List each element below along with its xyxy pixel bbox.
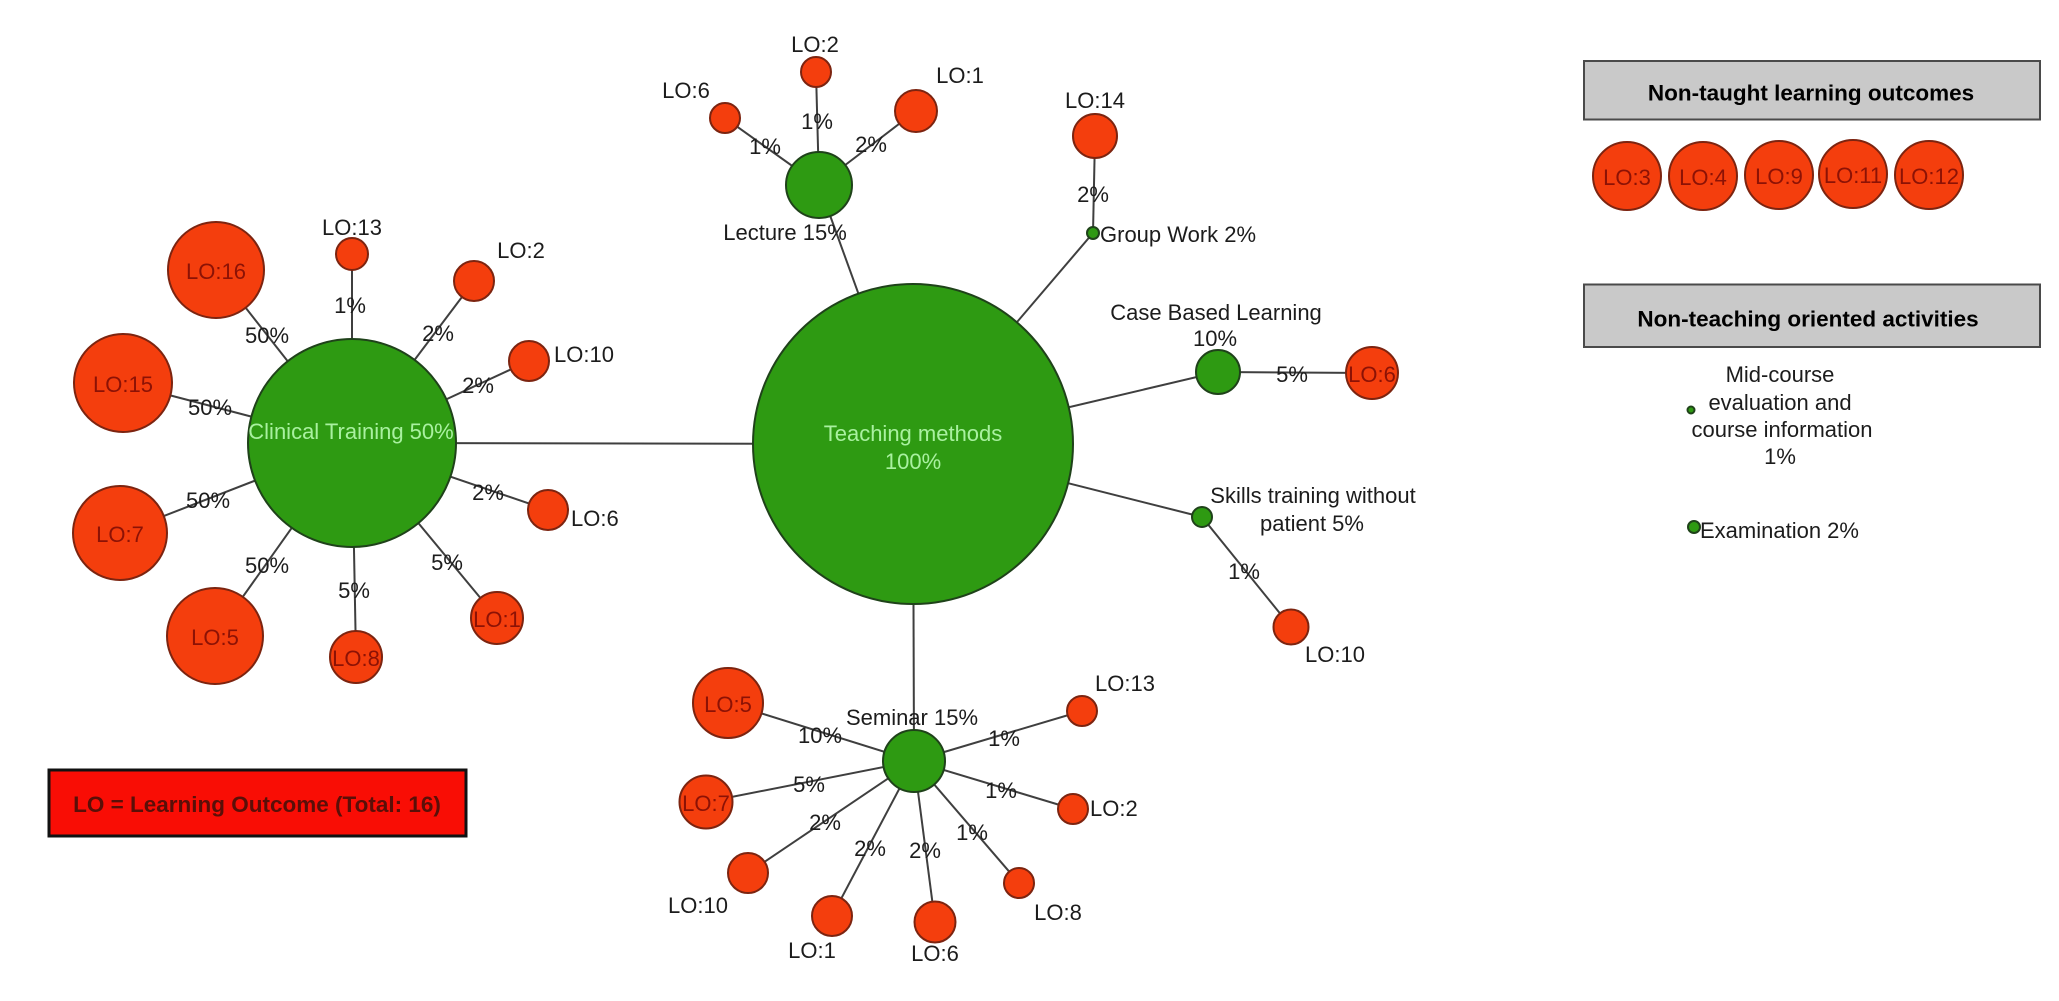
svg-text:5%: 5% (338, 578, 370, 603)
svg-text:LO:13: LO:13 (1095, 671, 1155, 696)
svg-text:1%: 1% (1228, 559, 1260, 584)
svg-text:5%: 5% (431, 550, 463, 575)
svg-text:evaluation and: evaluation and (1708, 390, 1851, 415)
svg-text:LO:5: LO:5 (704, 692, 752, 717)
svg-text:Group Work 2%: Group Work 2% (1100, 222, 1256, 247)
svg-text:LO:14: LO:14 (1065, 88, 1125, 113)
svg-text:LO:11: LO:11 (1824, 163, 1882, 188)
svg-text:LO:1: LO:1 (936, 63, 984, 88)
svg-text:LO:6: LO:6 (662, 78, 710, 103)
svg-text:2%: 2% (462, 373, 494, 398)
svg-text:1%: 1% (956, 820, 988, 845)
svg-text:50%: 50% (186, 488, 230, 513)
svg-text:LO:1: LO:1 (788, 938, 836, 963)
svg-text:Seminar 15%: Seminar 15% (846, 705, 978, 730)
svg-text:2%: 2% (422, 321, 454, 346)
svg-text:Examination 2%: Examination 2% (1700, 518, 1859, 543)
svg-text:LO:2: LO:2 (1090, 796, 1138, 821)
svg-text:course information: course information (1692, 417, 1873, 442)
svg-text:LO:7: LO:7 (682, 791, 730, 816)
svg-text:Non-taught learning outcomes: Non-taught learning outcomes (1648, 81, 1974, 106)
svg-text:50%: 50% (245, 553, 289, 578)
svg-text:50%: 50% (245, 323, 289, 348)
svg-text:LO:2: LO:2 (791, 32, 839, 57)
svg-text:LO:7: LO:7 (96, 522, 144, 547)
svg-text:LO:15: LO:15 (93, 372, 153, 397)
svg-text:Case Based Learning: Case Based Learning (1110, 300, 1322, 325)
svg-text:LO:10: LO:10 (1305, 642, 1365, 667)
svg-text:LO:13: LO:13 (322, 215, 382, 240)
svg-text:100%: 100% (885, 449, 941, 474)
svg-text:LO:9: LO:9 (1755, 164, 1803, 189)
svg-text:Lecture 15%: Lecture 15% (723, 220, 847, 245)
svg-text:Mid-course: Mid-course (1726, 362, 1835, 387)
svg-text:1%: 1% (749, 134, 781, 159)
svg-text:LO:6: LO:6 (911, 941, 959, 966)
svg-text:LO:3: LO:3 (1603, 165, 1651, 190)
svg-text:LO:1: LO:1 (473, 607, 521, 632)
svg-text:2%: 2% (854, 836, 886, 861)
svg-text:2%: 2% (809, 810, 841, 835)
svg-text:Teaching methods: Teaching methods (824, 421, 1003, 446)
svg-text:Non-teaching oriented activiti: Non-teaching oriented activities (1637, 307, 1978, 332)
svg-text:2%: 2% (855, 132, 887, 157)
svg-text:LO:2: LO:2 (497, 238, 545, 263)
svg-text:1%: 1% (801, 109, 833, 134)
svg-text:LO:4: LO:4 (1679, 165, 1727, 190)
svg-text:LO:12: LO:12 (1899, 164, 1959, 189)
svg-text:10%: 10% (798, 723, 842, 748)
svg-text:Skills training without: Skills training without (1210, 483, 1415, 508)
svg-text:LO:8: LO:8 (1034, 900, 1082, 925)
svg-text:5%: 5% (1276, 362, 1308, 387)
svg-text:2%: 2% (909, 838, 941, 863)
svg-text:2%: 2% (1077, 182, 1109, 207)
svg-text:2%: 2% (472, 480, 504, 505)
svg-text:LO:5: LO:5 (191, 625, 239, 650)
svg-text:50%: 50% (188, 395, 232, 420)
svg-text:1%: 1% (985, 778, 1017, 803)
svg-text:LO:10: LO:10 (554, 342, 614, 367)
svg-text:LO = Learning Outcome (Total:: LO = Learning Outcome (Total: 16) (73, 792, 441, 817)
svg-text:1%: 1% (1764, 444, 1796, 469)
svg-text:1%: 1% (334, 293, 366, 318)
svg-text:LO:10: LO:10 (668, 893, 728, 918)
svg-text:5%: 5% (793, 772, 825, 797)
svg-text:LO:6: LO:6 (571, 506, 619, 531)
svg-text:LO:6: LO:6 (1348, 362, 1396, 387)
svg-text:patient 5%: patient 5% (1260, 511, 1364, 536)
svg-text:Clinical Training 50%: Clinical Training 50% (248, 419, 453, 444)
svg-text:1%: 1% (988, 726, 1020, 751)
svg-text:LO:16: LO:16 (186, 259, 246, 284)
svg-text:10%: 10% (1193, 326, 1237, 351)
svg-text:LO:8: LO:8 (332, 646, 380, 671)
